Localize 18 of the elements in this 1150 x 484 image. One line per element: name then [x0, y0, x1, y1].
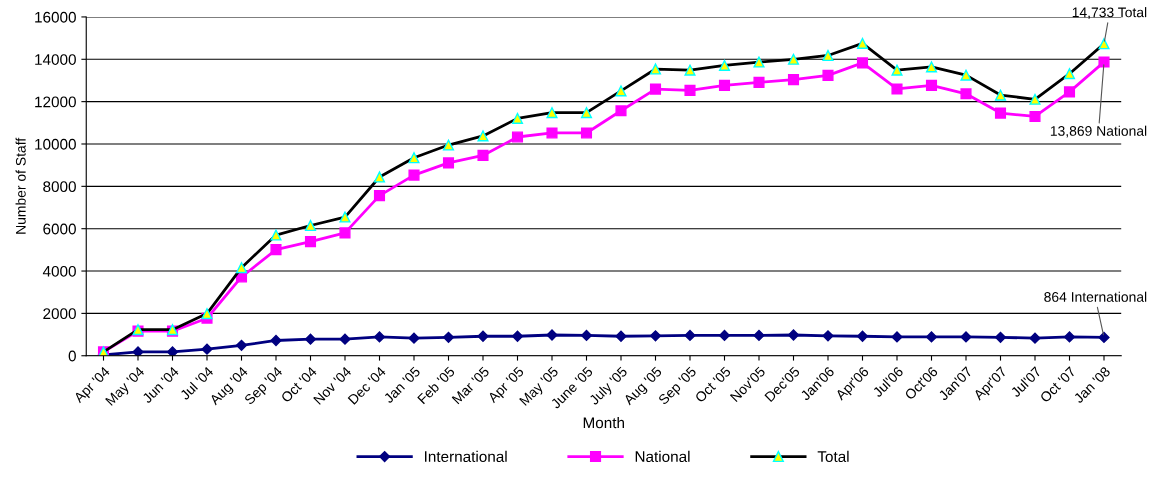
y-tick-label: 0	[68, 350, 76, 362]
x-axis-title: Month	[583, 416, 624, 429]
annotation: 14,733 Total	[1072, 7, 1147, 19]
annotation: 13,869 National	[1050, 125, 1147, 138]
y-tick-label: 6000	[43, 223, 76, 235]
y-tick-label: 4000	[42, 265, 76, 277]
y-tick-label: 10000	[35, 138, 76, 150]
y-tick-label: 2000	[43, 308, 76, 320]
x-tick-label: Jan '08	[1073, 366, 1111, 404]
legend-label: National	[635, 450, 690, 463]
y-tick-label: 12000	[35, 96, 76, 108]
y-tick-label: 16000	[35, 11, 76, 23]
y-tick-label: 8000	[43, 181, 76, 193]
annotation: 864 International	[1044, 291, 1147, 302]
y-axis-title: Number of Staff	[15, 137, 26, 234]
legend-label: Total	[817, 450, 849, 463]
y-tick-label: 14000	[35, 54, 76, 65]
legend-label: International	[425, 450, 507, 463]
